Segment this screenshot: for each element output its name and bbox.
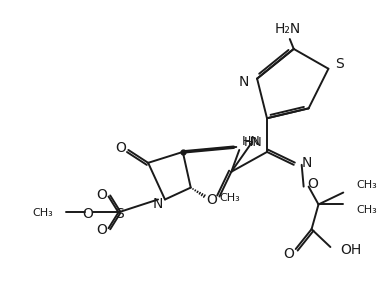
Text: HN: HN	[244, 136, 263, 148]
Text: O: O	[308, 177, 319, 191]
Text: O: O	[82, 207, 93, 221]
Text: N: N	[153, 197, 163, 212]
Text: O: O	[96, 187, 107, 202]
Text: N: N	[239, 74, 249, 89]
Text: O: O	[206, 194, 217, 207]
Text: O: O	[96, 223, 107, 237]
Text: CH₃: CH₃	[356, 180, 377, 190]
Text: CH₃: CH₃	[356, 205, 377, 215]
Text: CH₃: CH₃	[32, 208, 53, 218]
Text: OH: OH	[340, 243, 362, 257]
Text: CH₃: CH₃	[219, 194, 240, 203]
Text: H₂N: H₂N	[275, 22, 301, 36]
Text: N: N	[302, 156, 312, 170]
Text: HN: HN	[242, 134, 261, 148]
Text: O: O	[283, 247, 294, 261]
Text: S: S	[336, 57, 344, 71]
Text: S: S	[115, 207, 124, 221]
Text: O: O	[115, 141, 126, 155]
